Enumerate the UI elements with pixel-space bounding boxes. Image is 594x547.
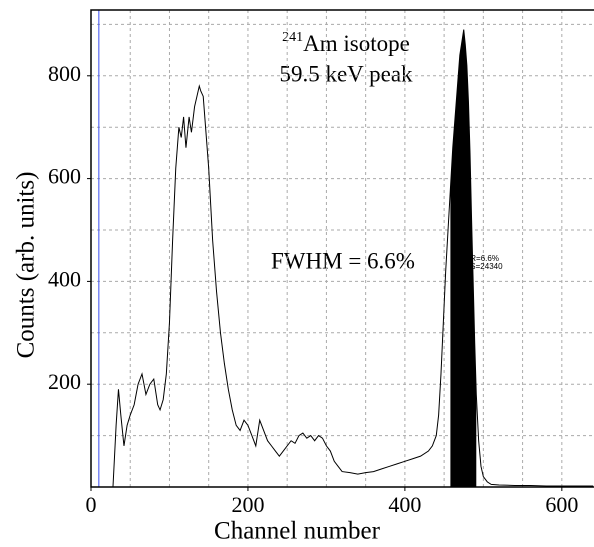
roi-fill: [450, 29, 477, 488]
title-main: Am isotope: [303, 31, 410, 56]
spectrum-line: [112, 29, 594, 488]
annotation: FWHM = 6.6%: [271, 248, 415, 273]
y-axis-title: Counts (arb. units): [13, 172, 40, 359]
roi-label: S=24340: [470, 262, 503, 271]
title: 241Am isotope: [282, 30, 410, 56]
x-tick-label: 600: [545, 492, 578, 517]
y-tick-label: 800: [48, 61, 81, 86]
x-tick-label: 0: [86, 492, 97, 517]
plot-frame: [90, 9, 594, 488]
y-tick-label: 600: [48, 164, 81, 189]
title-sup: 241: [282, 30, 303, 45]
x-axis-title: Channel number: [214, 518, 381, 545]
x-tick-label: 200: [231, 492, 264, 517]
subtitle: 59.5 keV peak: [279, 61, 413, 86]
y-tick-label: 200: [48, 369, 81, 394]
roi-label: R=6.6%: [470, 254, 499, 263]
x-tick-label: 400: [388, 492, 421, 517]
y-tick-label: 400: [48, 266, 81, 291]
